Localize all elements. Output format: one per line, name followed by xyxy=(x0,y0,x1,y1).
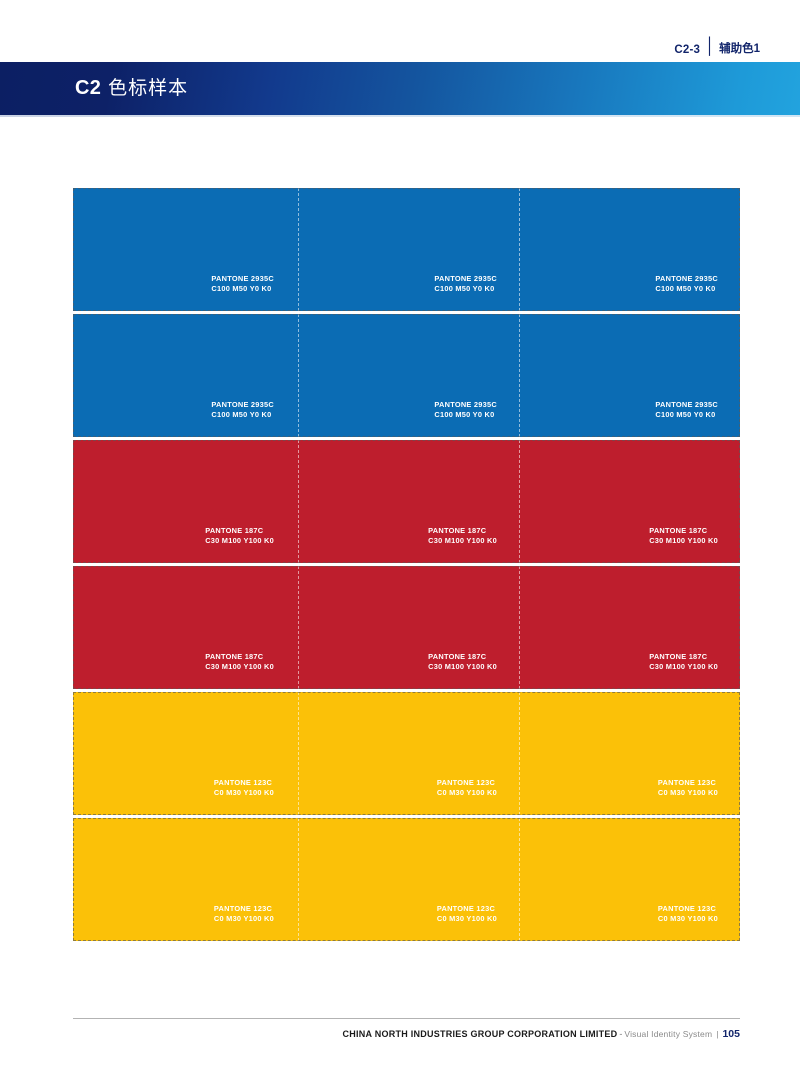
swatch-pantone-code: PANTONE 123C xyxy=(213,903,273,913)
swatch-label: PANTONE 187C C30 M100 Y100 K0 xyxy=(205,652,274,673)
swatch-cell: PANTONE 2935C C100 M50 Y0 K0 xyxy=(73,314,298,437)
swatch-cell: PANTONE 2935C C100 M50 Y0 K0 xyxy=(73,188,298,311)
footer-company-name: CHINA NORTH INDUSTRIES GROUP CORPORATION… xyxy=(342,1029,618,1039)
swatch-cmyk-value: C100 M50 Y0 K0 xyxy=(211,284,272,294)
swatch-label: PANTONE 123C C0 M30 Y100 K0 xyxy=(658,778,718,799)
swatch-cell: PANTONE 187C C30 M100 Y100 K0 xyxy=(518,566,740,689)
swatch-cell: PANTONE 187C C30 M100 Y100 K0 xyxy=(518,440,740,563)
page-title-label: 色标样本 xyxy=(108,78,189,99)
swatch-cmyk-value: C100 M50 Y0 K0 xyxy=(655,410,716,420)
swatch-pantone-code: PANTONE 187C xyxy=(649,525,708,535)
swatch-row-red-1: PANTONE 187C C30 M100 Y100 K0 PANTONE 18… xyxy=(73,440,740,563)
swatch-pantone-code: PANTONE 123C xyxy=(436,777,496,787)
swatch-pantone-code: PANTONE 187C xyxy=(205,651,264,661)
header-section-code: C2-3 xyxy=(674,44,701,56)
swatch-cell: PANTONE 123C C0 M30 Y100 K0 xyxy=(518,692,740,815)
page-title: C2 色标样本 xyxy=(75,73,188,100)
swatch-cmyk-value: C0 M30 Y100 K0 xyxy=(657,914,718,924)
swatch-row-yellow-1: PANTONE 123C C0 M30 Y100 K0 PANTONE 123C… xyxy=(73,692,740,815)
swatch-label: PANTONE 123C C0 M30 Y100 K0 xyxy=(658,904,718,925)
swatch-cmyk-value: C0 M30 Y100 K0 xyxy=(436,914,497,924)
swatch-pantone-code: PANTONE 187C xyxy=(649,651,708,661)
swatch-cell: PANTONE 187C C30 M100 Y100 K0 xyxy=(297,440,519,563)
swatch-label: PANTONE 123C C0 M30 Y100 K0 xyxy=(437,778,497,799)
swatch-label: PANTONE 187C C30 M100 Y100 K0 xyxy=(428,652,497,673)
swatch-cell: PANTONE 123C C0 M30 Y100 K0 xyxy=(297,692,519,815)
footer-dash: - xyxy=(619,1029,623,1039)
title-banner xyxy=(0,62,800,115)
swatch-row-blue-1: PANTONE 2935C C100 M50 Y0 K0 PANTONE 293… xyxy=(73,188,740,311)
footer-subtitle: Visual Identity System xyxy=(624,1029,713,1039)
swatch-label: PANTONE 2935C C100 M50 Y0 K0 xyxy=(655,400,718,421)
swatch-cmyk-value: C100 M50 Y0 K0 xyxy=(211,410,272,420)
swatch-pantone-code: PANTONE 187C xyxy=(205,525,264,535)
swatch-label: PANTONE 187C C30 M100 Y100 K0 xyxy=(649,652,718,673)
swatch-label: PANTONE 123C C0 M30 Y100 K0 xyxy=(214,904,274,925)
swatch-pantone-code: PANTONE 2935C xyxy=(434,399,497,409)
swatch-pantone-code: PANTONE 123C xyxy=(657,777,717,787)
swatch-cmyk-value: C100 M50 Y0 K0 xyxy=(434,410,495,420)
swatch-cell: PANTONE 2935C C100 M50 Y0 K0 xyxy=(297,314,519,437)
swatch-cmyk-value: C30 M100 Y100 K0 xyxy=(428,536,497,546)
swatch-cmyk-value: C30 M100 Y100 K0 xyxy=(428,662,497,672)
swatch-label: PANTONE 2935C C100 M50 Y0 K0 xyxy=(655,274,718,295)
swatch-row-blue-2: PANTONE 2935C C100 M50 Y0 K0 PANTONE 293… xyxy=(73,314,740,437)
swatch-label: PANTONE 187C C30 M100 Y100 K0 xyxy=(205,526,274,547)
swatch-pantone-code: PANTONE 187C xyxy=(428,525,487,535)
swatch-cmyk-value: C100 M50 Y0 K0 xyxy=(434,284,495,294)
swatch-cmyk-value: C0 M30 Y100 K0 xyxy=(436,788,497,798)
swatch-pantone-code: PANTONE 187C xyxy=(428,651,487,661)
swatch-cmyk-value: C30 M100 Y100 K0 xyxy=(649,536,718,546)
swatch-cell: PANTONE 123C C0 M30 Y100 K0 xyxy=(518,818,740,941)
swatch-label: PANTONE 123C C0 M30 Y100 K0 xyxy=(214,778,274,799)
color-swatch-grid: PANTONE 2935C C100 M50 Y0 K0 PANTONE 293… xyxy=(73,188,740,944)
swatch-pantone-code: PANTONE 123C xyxy=(213,777,273,787)
swatch-cmyk-value: C0 M30 Y100 K0 xyxy=(657,788,718,798)
swatch-cell: PANTONE 2935C C100 M50 Y0 K0 xyxy=(297,188,519,311)
swatch-pantone-code: PANTONE 2935C xyxy=(655,399,718,409)
swatch-label: PANTONE 187C C30 M100 Y100 K0 xyxy=(428,526,497,547)
swatch-cell: PANTONE 187C C30 M100 Y100 K0 xyxy=(73,566,298,689)
swatch-pantone-code: PANTONE 2935C xyxy=(211,273,274,283)
page-footer: CHINA NORTH INDUSTRIES GROUP CORPORATION… xyxy=(0,1028,800,1040)
page-header: C2-3 │ 辅助色1 xyxy=(0,0,800,62)
swatch-pantone-code: PANTONE 2935C xyxy=(434,273,497,283)
swatch-cell: PANTONE 2935C C100 M50 Y0 K0 xyxy=(518,314,740,437)
swatch-label: PANTONE 2935C C100 M50 Y0 K0 xyxy=(211,400,274,421)
swatch-cell: PANTONE 2935C C100 M50 Y0 K0 xyxy=(518,188,740,311)
footer-bar-separator: | xyxy=(716,1029,719,1039)
swatch-cell: PANTONE 123C C0 M30 Y100 K0 xyxy=(73,692,298,815)
footer-page-number: 105 xyxy=(722,1028,740,1040)
header-separator: │ xyxy=(705,38,716,55)
swatch-cmyk-value: C100 M50 Y0 K0 xyxy=(655,284,716,294)
swatch-label: PANTONE 2935C C100 M50 Y0 K0 xyxy=(434,274,497,295)
swatch-row-red-2: PANTONE 187C C30 M100 Y100 K0 PANTONE 18… xyxy=(73,566,740,689)
swatch-pantone-code: PANTONE 2935C xyxy=(655,273,718,283)
swatch-cmyk-value: C30 M100 Y100 K0 xyxy=(205,536,274,546)
swatch-pantone-code: PANTONE 2935C xyxy=(211,399,274,409)
footer-divider xyxy=(73,1018,740,1019)
title-banner-underline xyxy=(0,115,800,117)
swatch-pantone-code: PANTONE 123C xyxy=(657,903,717,913)
swatch-cell: PANTONE 187C C30 M100 Y100 K0 xyxy=(297,566,519,689)
swatch-label: PANTONE 187C C30 M100 Y100 K0 xyxy=(649,526,718,547)
swatch-row-yellow-2: PANTONE 123C C0 M30 Y100 K0 PANTONE 123C… xyxy=(73,818,740,941)
swatch-cmyk-value: C30 M100 Y100 K0 xyxy=(649,662,718,672)
page-title-code: C2 xyxy=(75,77,102,99)
swatch-cell: PANTONE 123C C0 M30 Y100 K0 xyxy=(73,818,298,941)
swatch-cmyk-value: C0 M30 Y100 K0 xyxy=(213,914,274,924)
swatch-cmyk-value: C0 M30 Y100 K0 xyxy=(213,788,274,798)
swatch-cell: PANTONE 187C C30 M100 Y100 K0 xyxy=(73,440,298,563)
swatch-pantone-code: PANTONE 123C xyxy=(436,903,496,913)
swatch-cell: PANTONE 123C C0 M30 Y100 K0 xyxy=(297,818,519,941)
swatch-label: PANTONE 2935C C100 M50 Y0 K0 xyxy=(434,400,497,421)
swatch-cmyk-value: C30 M100 Y100 K0 xyxy=(205,662,274,672)
swatch-label: PANTONE 2935C C100 M50 Y0 K0 xyxy=(211,274,274,295)
header-section-name: 辅助色1 xyxy=(719,43,760,55)
swatch-label: PANTONE 123C C0 M30 Y100 K0 xyxy=(437,904,497,925)
